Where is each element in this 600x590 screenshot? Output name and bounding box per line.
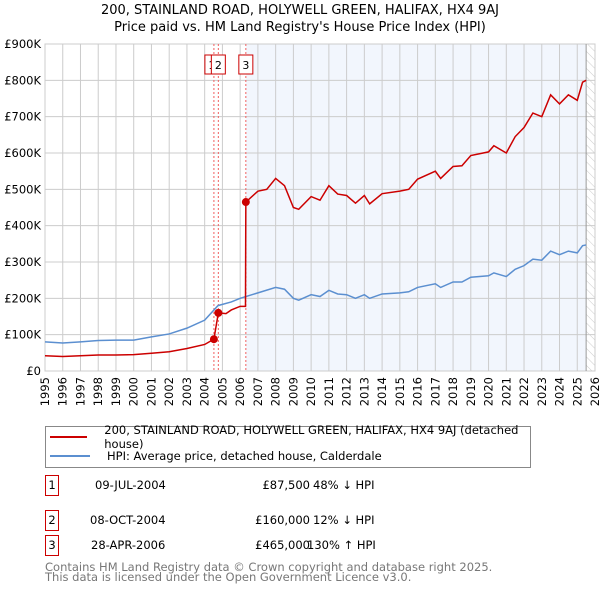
series-line bbox=[44, 79, 587, 358]
x-tick-label: 2017 bbox=[428, 377, 442, 406]
footer-licence: This data is licensed under the Open Gov… bbox=[45, 570, 412, 584]
x-tick-label: 1996 bbox=[56, 377, 70, 406]
y-tick-label: £800K bbox=[4, 73, 41, 87]
x-tick-label: 2002 bbox=[162, 377, 176, 406]
x-tick-label: 2005 bbox=[215, 377, 229, 406]
sale-row: 1 09-JUL-2004 £87,500 48% ↓ HPI bbox=[45, 475, 445, 496]
legend: 200, STAINLAND ROAD, HOLYWELL GREEN, HAL… bbox=[45, 423, 531, 468]
sale-point bbox=[241, 198, 250, 207]
sale-point bbox=[209, 335, 218, 344]
y-tick-label: £200K bbox=[4, 291, 41, 305]
sale-hpi: 130% ↑ HPI bbox=[307, 538, 376, 552]
x-tick-label: 2019 bbox=[464, 377, 478, 406]
x-tick-label: 1995 bbox=[38, 377, 52, 406]
x-tick-label: 2020 bbox=[482, 377, 496, 406]
sale-date: 28-APR-2006 bbox=[91, 538, 166, 552]
x-tick-label: 1999 bbox=[109, 377, 123, 406]
y-tick-label: £100K bbox=[4, 328, 41, 342]
x-tick-label: 2001 bbox=[144, 377, 158, 406]
x-tick-label: 2008 bbox=[269, 377, 283, 406]
x-tick-label: 2021 bbox=[499, 377, 513, 406]
red-line-swatch bbox=[50, 436, 88, 438]
x-tick-label: 2006 bbox=[233, 377, 247, 406]
y-tick-label: £400K bbox=[4, 219, 41, 233]
x-tick-label: 2026 bbox=[588, 377, 600, 406]
forecast-hatch bbox=[586, 44, 595, 371]
sale-marker-badge: 2 bbox=[45, 510, 59, 531]
sale-label: 3 bbox=[242, 59, 249, 72]
x-tick-label: 2011 bbox=[322, 377, 336, 406]
price-chart: 1995 1996 1997 1998 1999 2000 2001 2002 2003 2004… bbox=[4, 37, 600, 406]
sale-label-box bbox=[238, 54, 254, 75]
post-sale-shading bbox=[245, 44, 587, 371]
x-tick-label: 1997 bbox=[73, 377, 87, 406]
sale-date: 09-JUL-2004 bbox=[95, 478, 166, 492]
sale-date: 08-OCT-2004 bbox=[90, 513, 166, 527]
legend-label: 200, STAINLAND ROAD, HOLYWELL GREEN, HAL… bbox=[104, 423, 519, 451]
x-tick-label: 2000 bbox=[127, 377, 141, 406]
x-tick-label: 2009 bbox=[286, 377, 300, 406]
x-tick-label: 2024 bbox=[553, 377, 567, 406]
sale-label: 2 bbox=[215, 59, 222, 72]
x-tick-label: 2025 bbox=[570, 377, 584, 406]
sale-hpi: 48% ↓ HPI bbox=[313, 478, 375, 492]
chart-title: 200, STAINLAND ROAD, HOLYWELL GREEN, HAL… bbox=[100, 3, 500, 18]
y-tick-label: £900K bbox=[4, 37, 41, 51]
x-tick-label: 2023 bbox=[535, 377, 549, 406]
legend-item-property: 200, STAINLAND ROAD, HOLYWELL GREEN, HAL… bbox=[46, 423, 530, 451]
legend-label: HPI: Average price, detached house, Cald… bbox=[107, 449, 382, 463]
plot-border bbox=[44, 43, 596, 372]
x-tick-label: 2015 bbox=[393, 377, 407, 406]
sale-point bbox=[214, 308, 223, 317]
sale-hpi: 12% ↓ HPI bbox=[313, 513, 375, 527]
x-tick-label: 1998 bbox=[91, 377, 105, 406]
sale-marker-badge: 1 bbox=[45, 475, 59, 496]
sale-row: 3 28-APR-2006 £465,000 130% ↑ HPI bbox=[45, 535, 445, 556]
x-tick-label: 2004 bbox=[198, 377, 212, 406]
y-tick-label: £0 bbox=[26, 364, 41, 378]
sale-price: £87,500 bbox=[262, 478, 310, 492]
x-tick-label: 2014 bbox=[375, 377, 389, 406]
sale-label-box bbox=[210, 54, 226, 75]
sale-price: £160,000 bbox=[255, 513, 310, 527]
chart-subtitle: Price paid vs. HM Land Registry's House … bbox=[114, 20, 486, 35]
y-tick-label: £600K bbox=[4, 146, 41, 160]
sale-row: 2 08-OCT-2004 £160,000 12% ↓ HPI bbox=[45, 510, 445, 531]
x-tick-label: 2007 bbox=[251, 377, 265, 406]
x-tick-label: 2012 bbox=[340, 377, 354, 406]
x-tick-label: 2016 bbox=[411, 377, 425, 406]
sale-price: £465,000 bbox=[255, 538, 310, 552]
footer-copyright: Contains HM Land Registry data © Crown c… bbox=[45, 560, 493, 574]
series-line bbox=[44, 244, 587, 344]
y-tick-label: £500K bbox=[4, 182, 41, 196]
x-tick-label: 2013 bbox=[357, 377, 371, 406]
x-tick-label: 2018 bbox=[446, 377, 460, 406]
x-tick-label: 2010 bbox=[304, 377, 318, 406]
sale-marker-badge: 3 bbox=[45, 535, 59, 556]
x-tick-label: 2003 bbox=[180, 377, 194, 406]
x-tick-label: 2022 bbox=[517, 377, 531, 406]
blue-line-swatch bbox=[50, 455, 90, 457]
y-tick-label: £300K bbox=[4, 255, 41, 269]
legend-item-hpi: HPI: Average price, detached house, Cald… bbox=[46, 447, 382, 465]
footer: Contains HM Land Registry data © Crown c… bbox=[45, 560, 493, 584]
y-tick-label: £700K bbox=[4, 110, 41, 124]
